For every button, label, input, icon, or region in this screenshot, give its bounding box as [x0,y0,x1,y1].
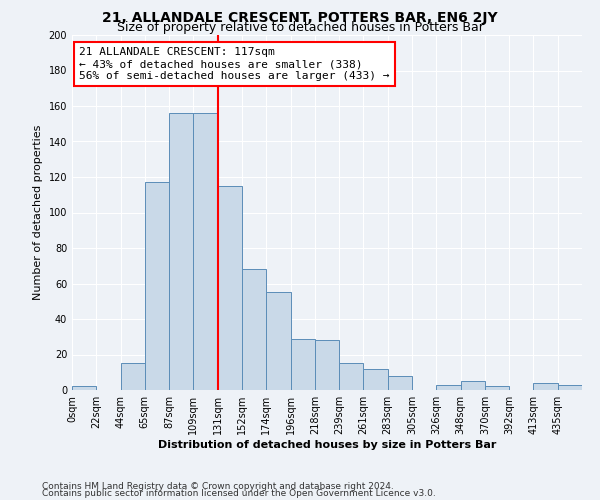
Y-axis label: Number of detached properties: Number of detached properties [33,125,43,300]
Bar [72,386,96,390]
Bar [436,384,461,390]
Bar [169,113,193,390]
X-axis label: Distribution of detached houses by size in Potters Bar: Distribution of detached houses by size … [158,440,496,450]
Bar [121,364,145,390]
Bar [558,384,582,390]
Bar [145,182,169,390]
Bar [485,386,509,390]
Bar [242,270,266,390]
Text: 21 ALLANDALE CRESCENT: 117sqm
← 43% of detached houses are smaller (338)
56% of : 21 ALLANDALE CRESCENT: 117sqm ← 43% of d… [79,48,390,80]
Text: 21, ALLANDALE CRESCENT, POTTERS BAR, EN6 2JY: 21, ALLANDALE CRESCENT, POTTERS BAR, EN6… [102,11,498,25]
Bar [461,381,485,390]
Bar [364,368,388,390]
Text: Size of property relative to detached houses in Potters Bar: Size of property relative to detached ho… [116,21,484,34]
Bar [388,376,412,390]
Bar [533,383,558,390]
Bar [315,340,339,390]
Bar [266,292,290,390]
Text: Contains HM Land Registry data © Crown copyright and database right 2024.: Contains HM Land Registry data © Crown c… [42,482,394,491]
Bar [193,113,218,390]
Text: Contains public sector information licensed under the Open Government Licence v3: Contains public sector information licen… [42,489,436,498]
Bar [218,186,242,390]
Bar [339,364,364,390]
Bar [290,338,315,390]
